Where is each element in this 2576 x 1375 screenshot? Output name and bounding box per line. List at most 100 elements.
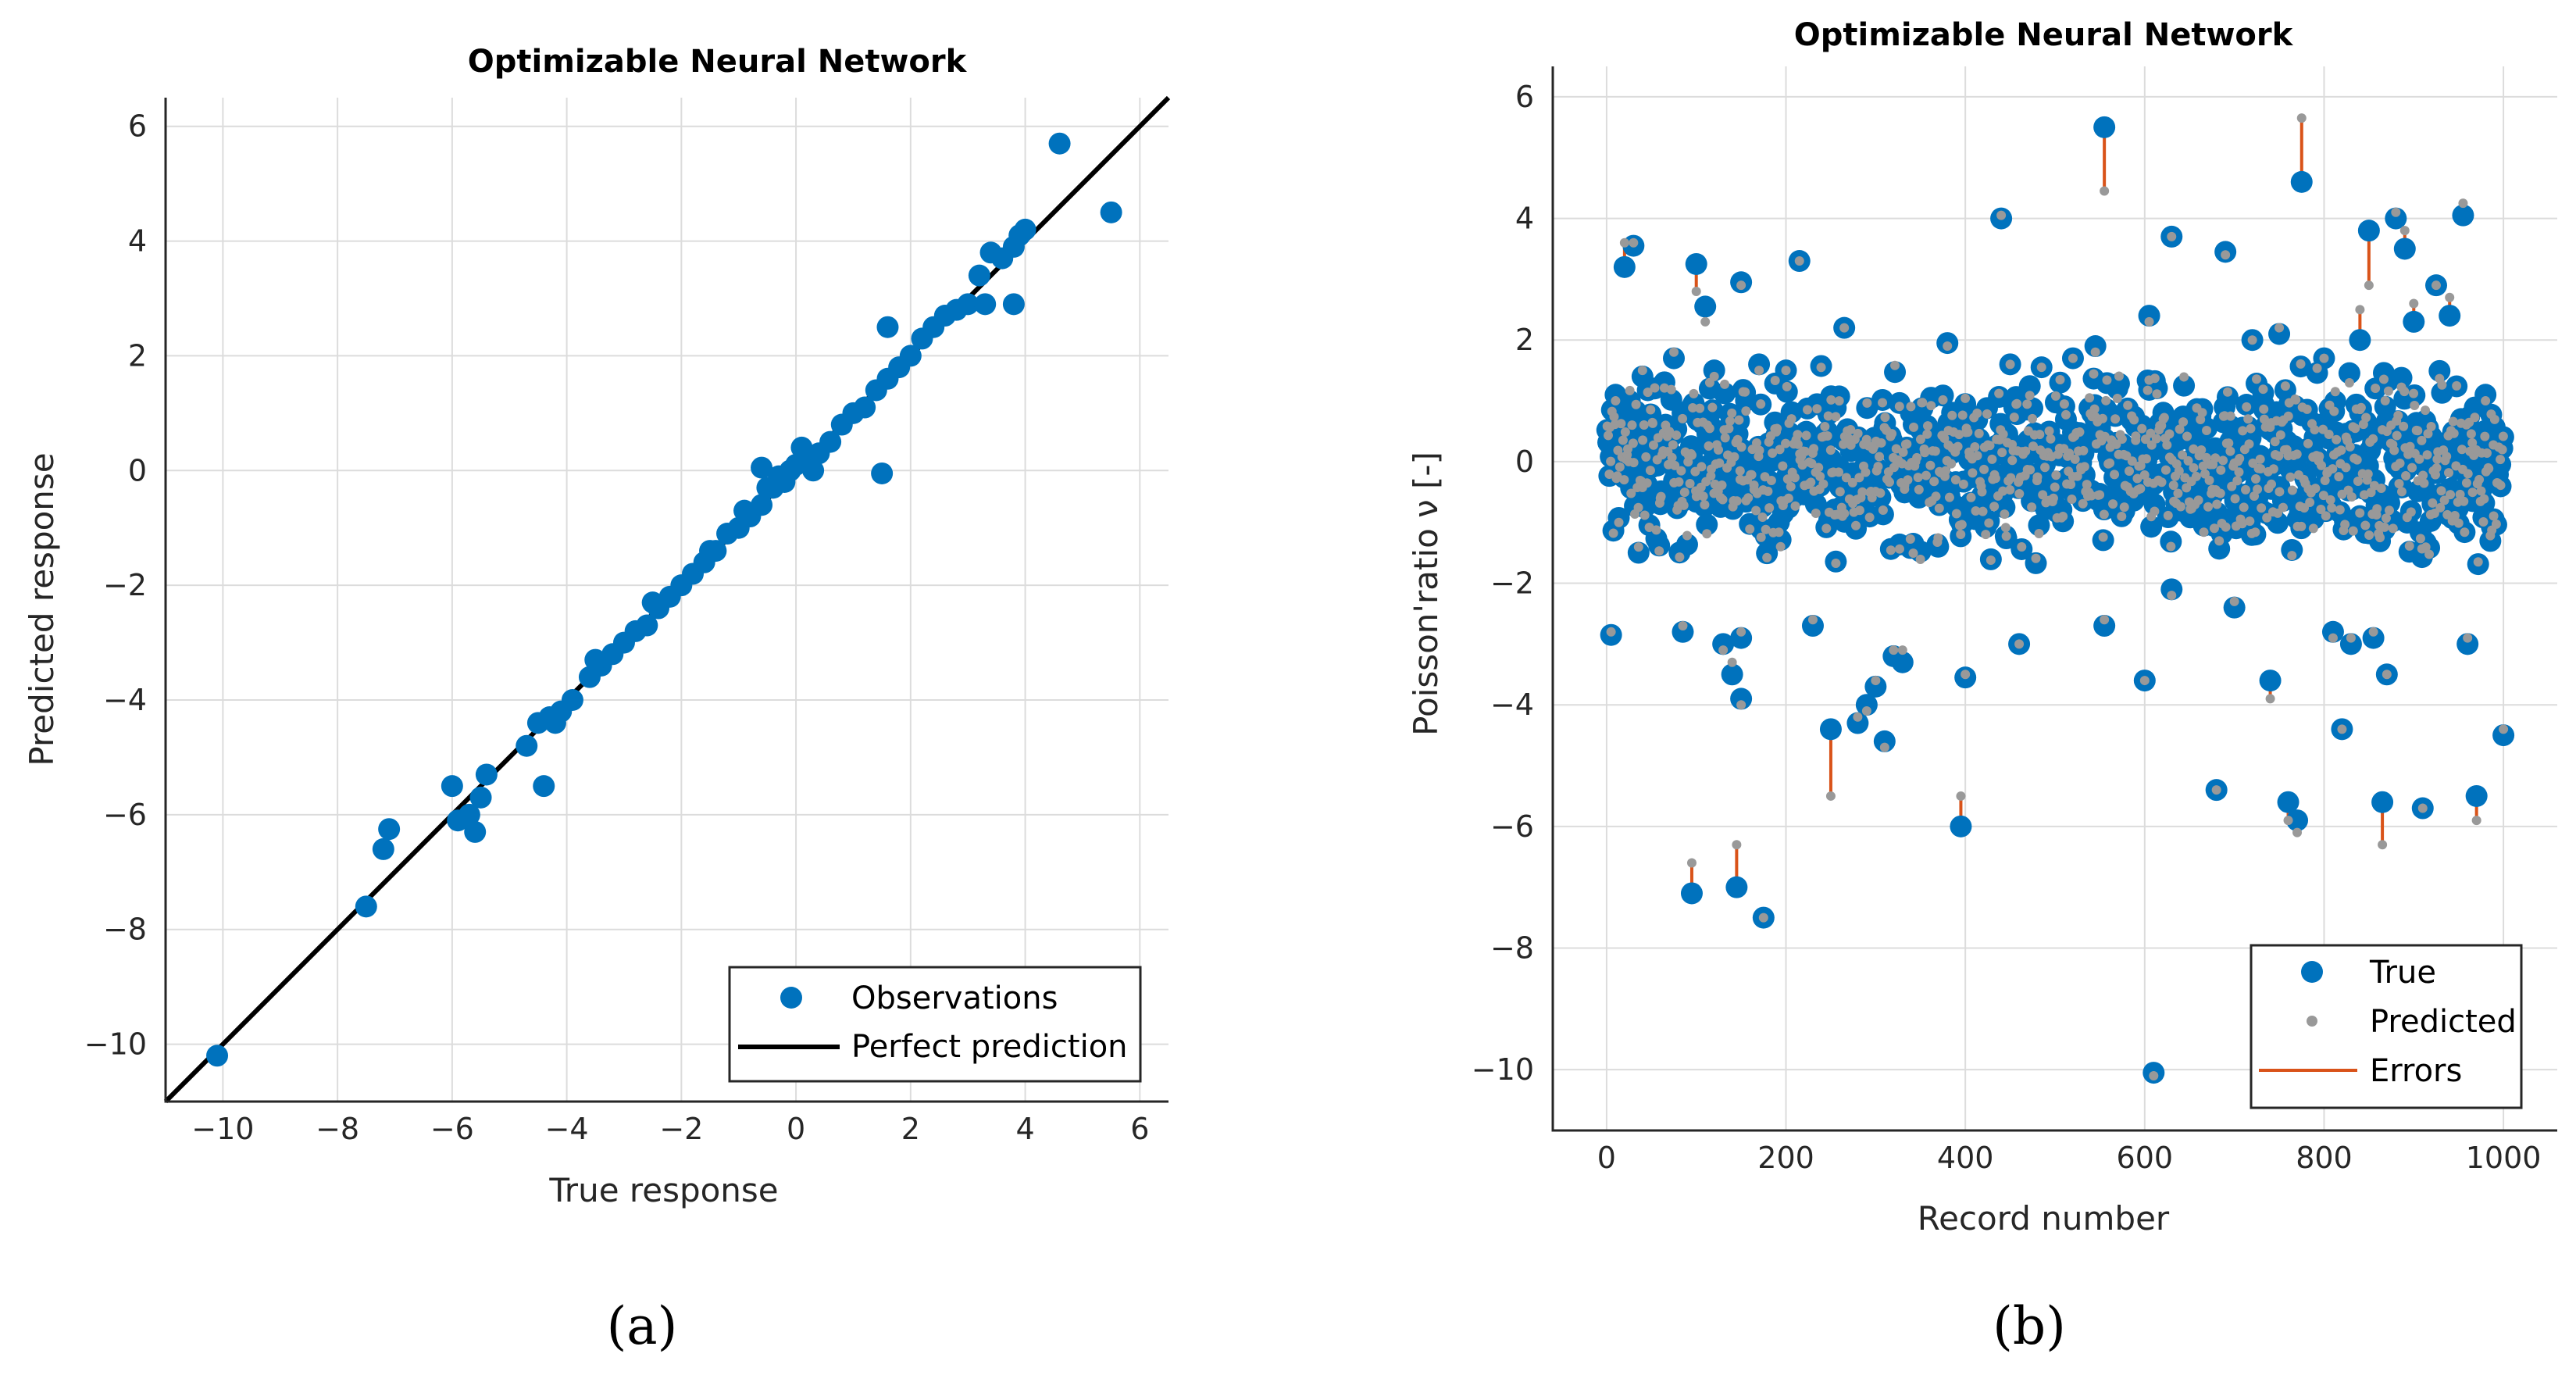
- true-point: [1680, 882, 1703, 905]
- predicted-point: [1629, 458, 1639, 468]
- predicted-point: [1802, 405, 1812, 415]
- predicted-point: [2066, 479, 2076, 489]
- predicted-point: [1685, 478, 1695, 488]
- predicted-point: [2466, 429, 2476, 439]
- predicted-point: [2050, 391, 2060, 401]
- predicted-point: [2371, 383, 2381, 393]
- predicted-point: [1732, 496, 1742, 506]
- predicted-point: [2275, 487, 2285, 497]
- predicted-point: [2320, 476, 2330, 486]
- predicted-point: [1890, 360, 1900, 370]
- chart-a-y-ticks: −10 −8 −6 −4 −2 0 2 4 6: [84, 109, 147, 1062]
- predicted-point: [1984, 518, 1994, 528]
- predicted-point: [2111, 439, 2121, 449]
- predicted-point: [2406, 507, 2416, 517]
- predicted-point: [2242, 402, 2252, 412]
- true-point: [2452, 204, 2474, 227]
- predicted-point: [2139, 676, 2150, 686]
- predicted-point: [1781, 438, 1791, 448]
- true-point: [1748, 353, 1771, 376]
- predicted-point: [2432, 454, 2442, 464]
- predicted-point: [2419, 478, 2429, 488]
- observation-point: [733, 499, 756, 522]
- predicted-point: [1834, 396, 1844, 406]
- chart-a-x-tick-label: 0: [787, 1112, 805, 1146]
- predicted-point: [1947, 410, 1957, 420]
- true-point: [2428, 359, 2451, 382]
- true-point: [1631, 365, 1654, 388]
- predicted-point: [2496, 480, 2506, 491]
- predicted-point: [1918, 398, 1928, 408]
- predicted-point: [2189, 462, 2199, 473]
- predicted-point: [2182, 483, 2192, 493]
- predicted-point: [1720, 379, 1730, 389]
- true-point: [1685, 252, 1707, 275]
- predicted-point: [2060, 409, 2071, 420]
- chart-b-legend: True Predicted Errors: [2250, 944, 2523, 1109]
- predicted-point: [2032, 472, 2043, 482]
- chart-a-x-tick-label: 2: [901, 1112, 920, 1146]
- true-point: [2339, 633, 2362, 655]
- predicted-point: [2379, 522, 2389, 532]
- predicted-point: [2098, 532, 2108, 542]
- chart-b-xlabel: Record number: [1918, 1199, 2170, 1238]
- predicted-point: [2405, 441, 2415, 452]
- predicted-point: [2353, 477, 2363, 487]
- predicted-point: [2372, 504, 2382, 514]
- predicted-point: [2139, 470, 2150, 480]
- predicted-point: [2267, 479, 2277, 489]
- predicted-point: [1736, 442, 1746, 452]
- predicted-point: [2316, 505, 2326, 515]
- predicted-point: [2324, 430, 2334, 440]
- predicted-point: [2059, 399, 2069, 409]
- predicted-point: [2100, 615, 2110, 625]
- chart-a-y-tick-label: 0: [128, 453, 147, 488]
- predicted-point: [1814, 462, 1824, 473]
- predicted-point: [2278, 502, 2288, 512]
- predicted-point: [1801, 430, 1811, 441]
- predicted-point: [2102, 375, 2112, 385]
- chart-a-y-tick-label: −8: [103, 912, 147, 947]
- predicted-point: [1793, 439, 1803, 449]
- observation-point: [441, 775, 463, 798]
- true-point: [2160, 530, 2182, 553]
- predicted-point: [1957, 520, 1967, 530]
- predicted-point: [2459, 496, 2469, 506]
- predicted-point: [2005, 359, 2015, 370]
- predicted-point: [2378, 374, 2389, 384]
- chart-b-y-tick-label: 2: [1515, 323, 1534, 357]
- predicted-point: [2078, 498, 2088, 509]
- predicted-point: [2275, 430, 2285, 440]
- true-point: [1696, 513, 1718, 536]
- predicted-point: [1938, 395, 1948, 405]
- predicted-point: [1631, 399, 1641, 409]
- true-point: [2456, 633, 2479, 655]
- predicted-point: [2167, 591, 2177, 601]
- predicted-point: [1741, 406, 1751, 416]
- predicted-point: [2401, 470, 2411, 480]
- predicted-point: [1604, 469, 1614, 479]
- chart-b-y-tick-label: −2: [1490, 566, 1534, 601]
- predicted-point: [1725, 416, 1735, 426]
- observation-point: [469, 786, 492, 809]
- predicted-point: [2014, 639, 2025, 649]
- predicted-point: [2283, 411, 2293, 421]
- predicted-point: [2079, 462, 2089, 472]
- predicted-point: [2099, 509, 2109, 520]
- predicted-point: [1839, 509, 1850, 519]
- predicted-point: [2085, 393, 2095, 403]
- chart-b-predicted-points: [1602, 113, 2509, 1080]
- true-point: [2338, 362, 2360, 384]
- chart-b-y-tick-label: 0: [1515, 445, 1534, 479]
- predicted-point: [2346, 491, 2357, 502]
- predicted-point: [1687, 450, 1697, 460]
- predicted-point: [1668, 440, 1678, 450]
- predicted-point: [2225, 446, 2235, 456]
- observation-point: [968, 264, 990, 287]
- true-point: [1672, 620, 1694, 643]
- predicted-point: [1831, 412, 1841, 422]
- predicted-point: [2238, 426, 2248, 436]
- chart-a-x-tick-label: 6: [1130, 1112, 1149, 1146]
- predicted-point: [2182, 431, 2192, 441]
- predicted-point: [2089, 404, 2100, 414]
